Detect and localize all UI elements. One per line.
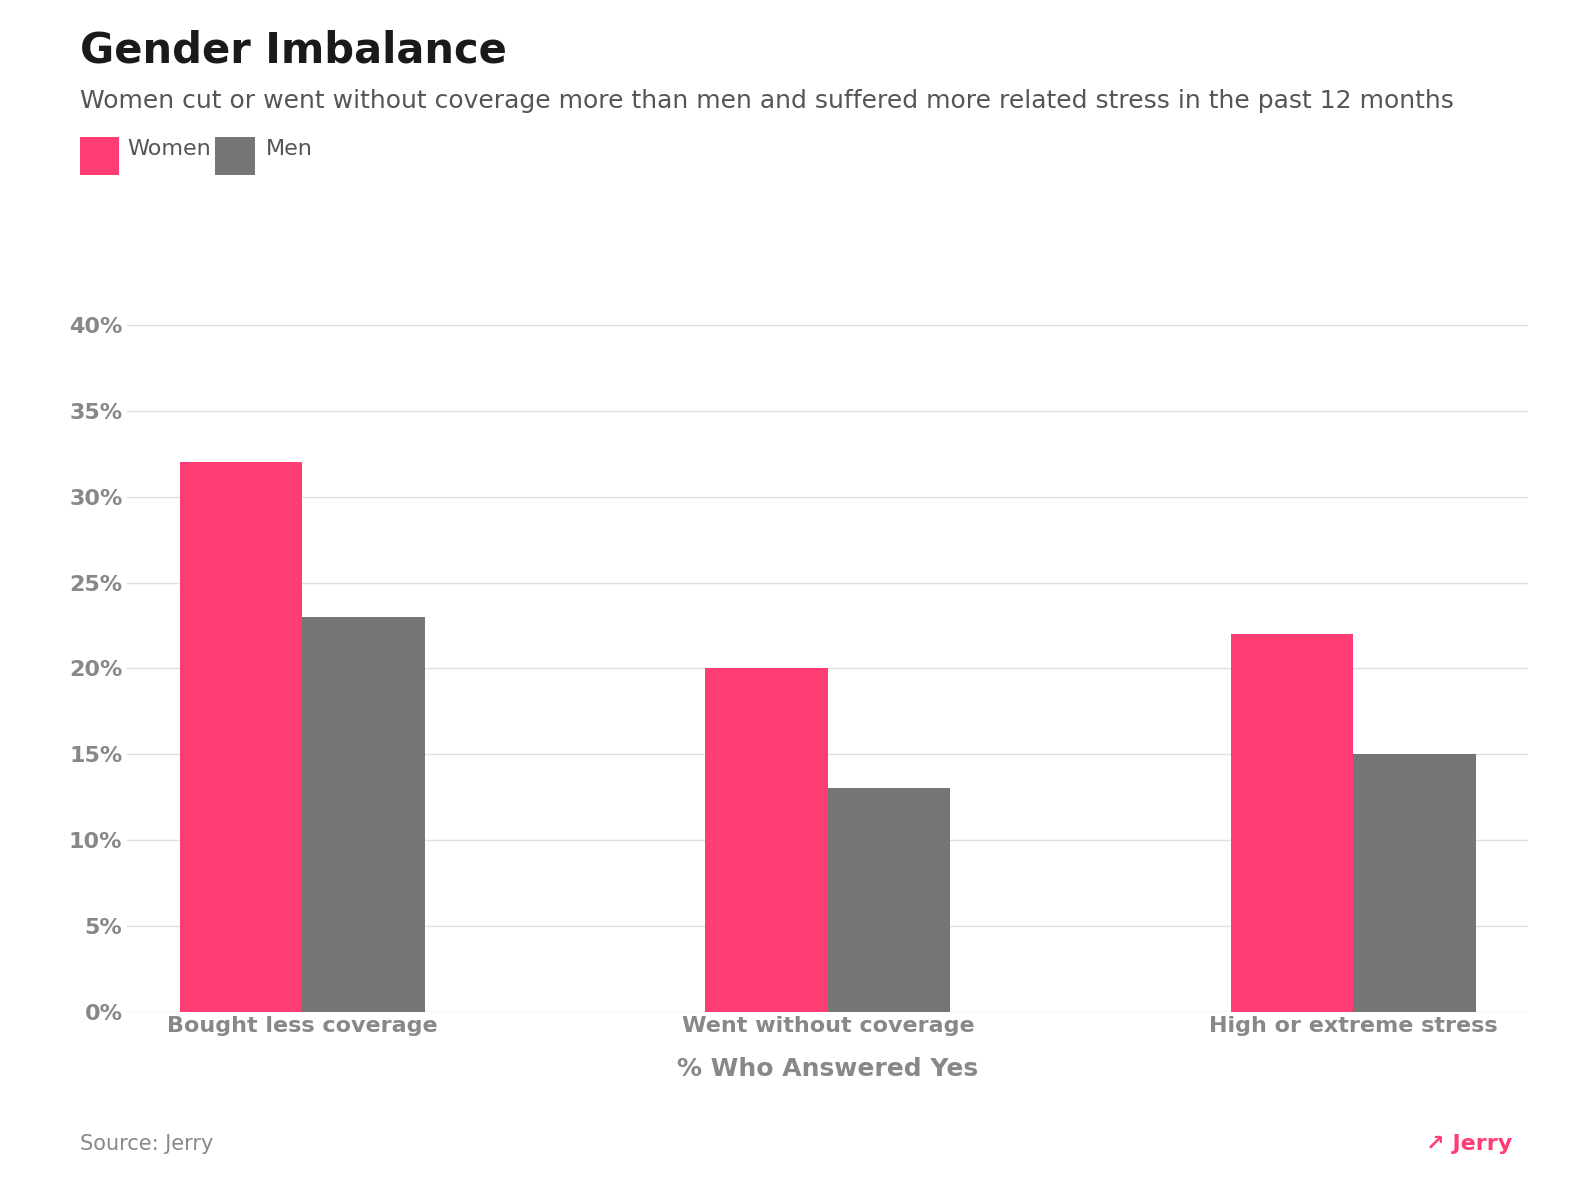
X-axis label: % Who Answered Yes: % Who Answered Yes	[677, 1057, 979, 1082]
Bar	[828, 789, 950, 1012]
Bar	[302, 616, 425, 1012]
Text: Women cut or went without coverage more than men and suffered more related stres: Women cut or went without coverage more …	[80, 89, 1453, 113]
Bar	[1231, 634, 1353, 1012]
Text: Source: Jerry: Source: Jerry	[80, 1134, 213, 1154]
Text: Women: Women	[127, 139, 212, 158]
Text: Men: Men	[266, 139, 312, 158]
Bar	[1353, 754, 1476, 1012]
Text: Gender Imbalance: Gender Imbalance	[80, 30, 506, 71]
Bar	[705, 669, 828, 1012]
Text: ↗ Jerry: ↗ Jerry	[1426, 1134, 1512, 1154]
Bar	[180, 463, 302, 1012]
